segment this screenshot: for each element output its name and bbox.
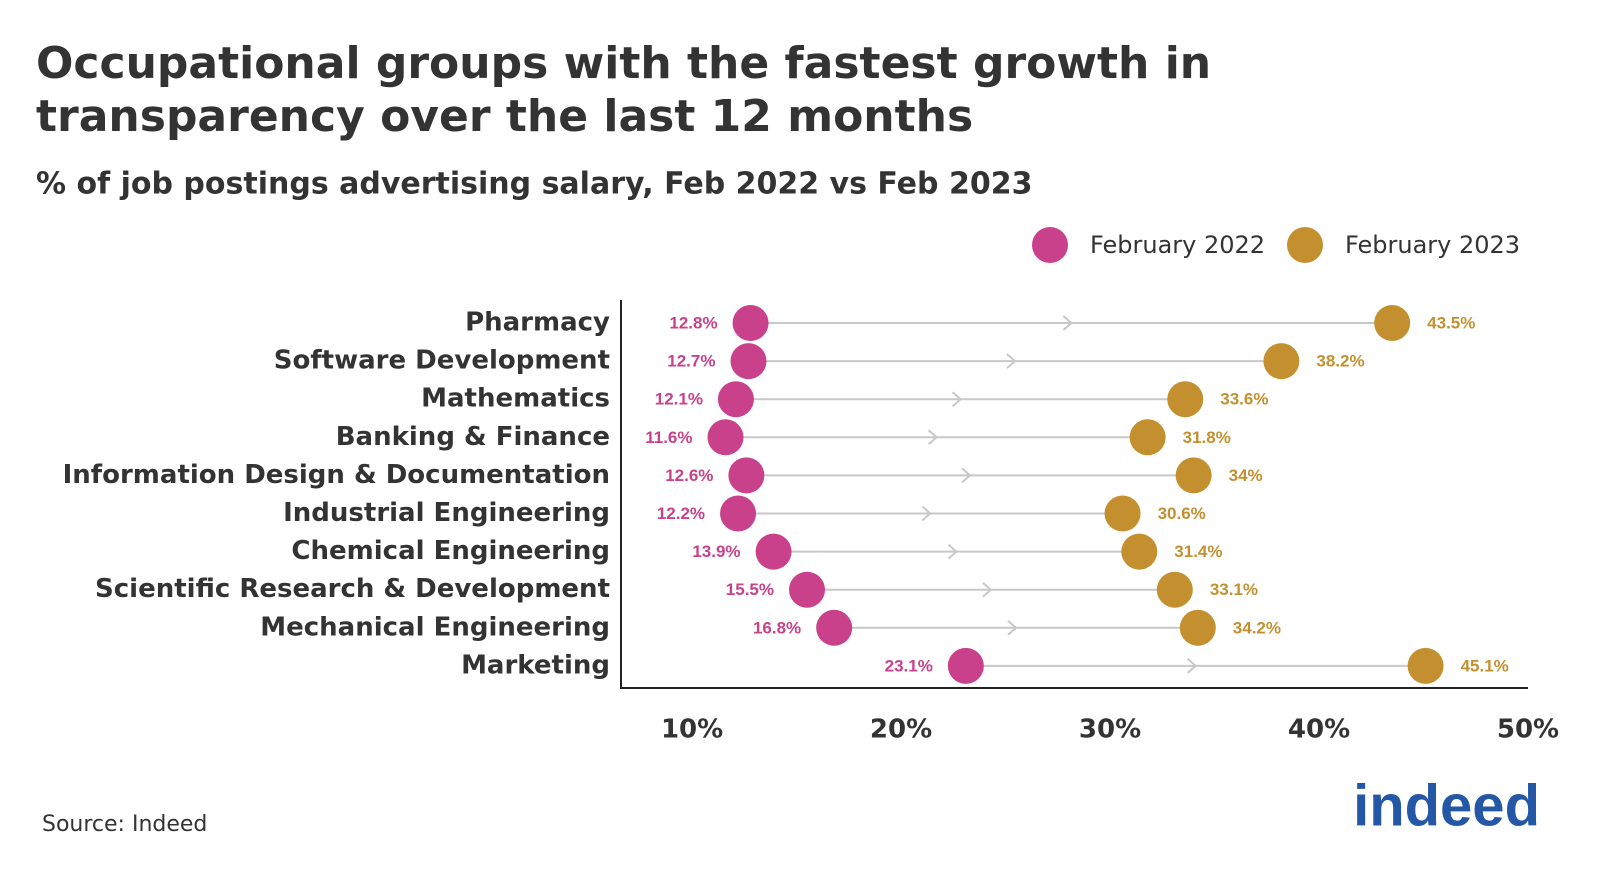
arrow [1187,658,1198,674]
x-tick-label: 40% [1288,715,1350,745]
arrow [982,581,993,598]
value-label: 23.1% [885,656,933,675]
value-label: 16.8% [753,618,801,637]
value-label: 30.6% [1158,504,1206,523]
y-tick-label: Industrial Engineering [283,498,610,528]
value-label: 12.8% [669,313,717,332]
value-label: 12.6% [665,466,713,485]
arrow [1006,353,1017,369]
value-label: 12.2% [657,504,705,523]
dot [755,533,792,570]
y-tick-label: Pharmacy [465,308,610,338]
dot [1104,495,1141,532]
arrow [1062,315,1073,331]
y-tick-label: Banking & Finance [336,422,610,452]
chart-subtitle: % of job postings advertising salary, Fe… [36,167,1032,202]
arrow [961,467,972,484]
dot [728,457,765,494]
dot [1175,457,1212,494]
value-label: 31.4% [1174,542,1222,561]
dot [730,343,767,380]
y-tick-label: Scientific Research & Development [95,574,610,604]
dot [732,305,769,341]
value-label: 38.2% [1316,352,1364,371]
value-label: 43.5% [1427,313,1475,332]
legend-label: February 2022 [1090,231,1265,259]
arrow [921,505,932,522]
value-label: 15.5% [726,580,774,599]
value-label: 33.6% [1220,390,1268,409]
legend-marker [1032,227,1068,263]
dot [707,419,744,456]
arrow [927,429,939,446]
dot [1121,533,1158,570]
value-label: 45.1% [1461,656,1509,675]
x-tick-label: 10% [661,715,723,745]
dot [947,647,984,684]
x-tick-label: 30% [1079,715,1141,745]
value-label: 33.1% [1210,580,1258,599]
legend-marker [1287,227,1323,263]
value-label: 34% [1229,466,1263,485]
arrow [951,391,963,407]
chart-title: transparency over the last 12 months [36,91,973,142]
value-label: 13.9% [692,542,740,561]
y-tick-label: Mathematics [421,384,610,414]
dot [816,609,853,646]
source: Source: Indeed [42,812,207,837]
dot [788,571,825,608]
y-tick-label: Software Development [274,346,610,376]
dot [717,381,754,418]
dot [1263,343,1300,380]
dot [1167,381,1204,418]
value-label: 31.8% [1183,428,1231,447]
logo: indeed [1353,773,1540,838]
value-label: 34.2% [1233,618,1281,637]
y-tick-label: Mechanical Engineering [260,612,610,642]
x-tick-label: 20% [870,715,932,745]
dot [720,495,757,532]
x-tick-label: 50% [1497,715,1559,745]
arrow [947,543,958,560]
value-label: 12.1% [655,390,703,409]
legend-label: February 2023 [1345,231,1520,259]
chart-title: Occupational groups with the fastest gro… [36,38,1211,89]
dot [1156,571,1193,608]
value-label: 11.6% [645,428,692,447]
y-tick-label: Information Design & Documentation [63,460,610,490]
y-tick-label: Marketing [461,650,610,680]
arrow [1007,620,1018,636]
dot [1407,647,1444,684]
dot [1374,305,1411,341]
y-tick-label: Chemical Engineering [291,536,610,566]
value-label: 12.7% [667,352,715,371]
dot [1129,419,1166,456]
dot [1179,609,1216,646]
